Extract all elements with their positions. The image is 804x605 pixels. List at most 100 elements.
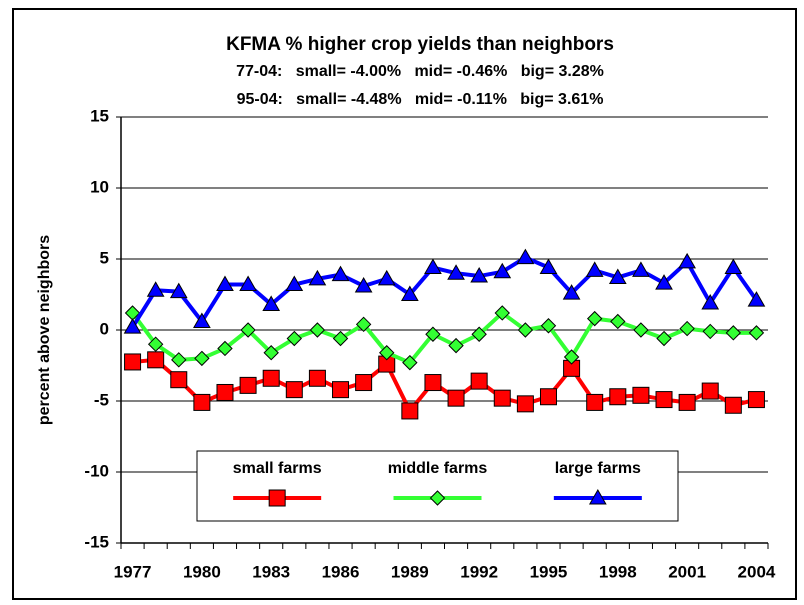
marker [262,295,281,311]
marker [239,376,257,394]
x-tick-label: 2001 [668,562,706,581]
marker [240,322,256,338]
marker [194,350,210,367]
series [123,248,766,334]
marker [725,325,742,341]
series [124,351,765,420]
marker [123,318,142,334]
marker [309,322,326,338]
marker [539,258,558,275]
marker [539,388,557,406]
x-tick-label: 1986 [322,562,360,581]
marker [609,388,627,406]
marker [331,265,350,282]
legend-box [196,450,679,522]
marker [402,354,418,371]
marker [217,340,233,357]
series-line [132,357,757,413]
series [124,305,765,371]
marker [701,294,720,310]
marker [516,395,534,413]
marker [285,275,304,292]
marker [268,489,286,507]
marker [355,316,372,333]
marker [516,248,535,265]
marker [429,490,446,506]
chart-subtitle: 77-04: small= -4.00% mid= -0.46% big= 3.… [236,63,604,80]
marker [239,275,257,292]
marker [169,282,188,299]
marker [678,393,696,411]
marker [147,336,164,352]
marker [588,488,607,505]
marker [193,393,211,411]
marker [332,381,350,399]
marker [586,310,603,327]
marker [170,371,188,389]
marker [724,258,743,275]
marker [563,349,580,365]
y-tick-label: 15 [90,106,109,125]
marker [354,276,373,293]
marker [146,281,165,297]
x-tick-label: 1989 [391,562,429,581]
marker [678,252,696,269]
marker [171,352,187,368]
marker [308,269,327,286]
marker [632,261,650,277]
chart-title: KFMA % higher crop yields than neighbors [226,34,614,55]
marker [447,389,465,407]
marker [147,351,165,369]
x-tick-label: 1995 [530,562,568,581]
x-tick-label: 2004 [738,562,776,581]
marker [493,262,512,279]
marker [285,381,303,399]
series-line [130,310,757,365]
marker [632,386,650,404]
marker [701,382,719,400]
marker [470,372,488,390]
marker [379,345,395,361]
marker [424,258,442,275]
x-tick-label: 1983 [252,562,290,581]
series-line [130,255,759,329]
marker [610,313,626,330]
marker [471,326,487,342]
marker [540,318,557,334]
marker [724,396,742,414]
marker [633,322,649,338]
x-tick-label: 1980 [183,562,221,581]
marker [494,305,510,321]
x-tick-label: 1977 [114,562,152,581]
legend: small farms middle farms large farms [196,450,679,522]
marker [286,330,303,347]
marker [263,345,279,361]
x-tick-label: 1998 [599,562,637,581]
legend-label: middle farms [388,460,488,477]
marker [608,268,627,284]
y-tick-label: -5 [94,390,109,409]
marker [216,275,234,292]
marker [124,353,142,371]
x-tick-label: 1992 [460,562,498,581]
marker [655,274,673,290]
marker [585,261,604,277]
marker [401,402,419,420]
legend-label: small farms [233,460,322,477]
marker [655,391,673,409]
marker [586,393,604,411]
marker [747,291,766,307]
marker [262,369,280,387]
marker [377,269,396,286]
y-tick-label: -10 [84,461,109,480]
y-axis-label: percent above neighbors [36,235,53,425]
marker [447,264,465,280]
marker [355,374,373,392]
marker [308,369,326,387]
marker [400,285,419,301]
marker [517,322,534,338]
marker [748,325,765,341]
marker [448,337,464,354]
marker [747,391,765,409]
